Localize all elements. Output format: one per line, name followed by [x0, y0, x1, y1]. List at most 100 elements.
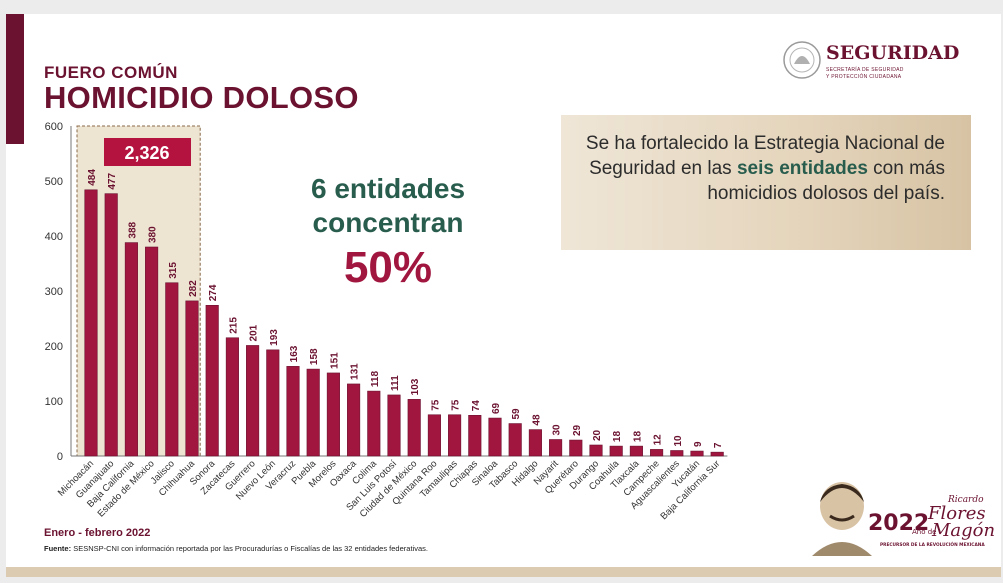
y-tick-label: 100 [45, 396, 63, 408]
y-tick-label: 600 [45, 121, 63, 133]
bar [367, 390, 381, 457]
bar [710, 451, 724, 457]
concentration-callout: 6 entidades concentran 50% [268, 172, 508, 296]
bar-value-label: 9 [693, 441, 704, 447]
bar-value-label: 20 [592, 429, 603, 441]
callout-value: 50% [343, 243, 433, 292]
logo-line-2: Y PROTECCIÓN CIUDADANA [826, 74, 902, 80]
bar-value-label: 315 [168, 262, 179, 279]
bar-value-label: 215 [228, 317, 239, 334]
bar [347, 383, 361, 457]
bar-value-label: 193 [269, 329, 280, 346]
y-tick-label: 500 [45, 176, 63, 188]
bar [84, 189, 98, 457]
bar-value-label: 75 [430, 399, 441, 411]
bar [407, 399, 421, 457]
bar [650, 449, 664, 457]
logo-line-1: SECRETARÍA DE SEGURIDAD [826, 67, 904, 73]
bar-value-label: 131 [350, 363, 361, 380]
emblem-year-sub: Año de [912, 528, 936, 536]
message-box: Se ha fortalecido la Estrategia Nacional… [561, 115, 971, 250]
bar [609, 445, 623, 457]
message-highlight: seis entidades [736, 158, 868, 179]
bar-value-label: 69 [491, 402, 502, 414]
bar [629, 445, 643, 457]
bar [448, 414, 462, 457]
bar-value-label: 163 [289, 345, 300, 362]
bar-value-label: 282 [188, 280, 199, 297]
bar-value-label: 380 [148, 226, 159, 243]
bar-value-label: 388 [127, 221, 138, 238]
emblem-name-3: Magón [931, 520, 995, 541]
bar-value-label: 30 [552, 424, 563, 436]
portrait-icon [812, 482, 872, 556]
bar [266, 349, 280, 457]
callout-line-2: concentran [312, 207, 464, 238]
national-seal-icon [783, 41, 821, 79]
y-tick-label: 0 [57, 451, 63, 463]
left-accent-bar [6, 14, 24, 144]
y-tick-label: 200 [45, 341, 63, 353]
bar-value-label: 158 [309, 348, 320, 365]
highlight-total-box [104, 138, 191, 166]
period-label: Enero - febrero 2022 [44, 527, 151, 539]
bar-value-label: 59 [511, 408, 522, 420]
bar [589, 444, 603, 457]
chart-subtitle: FUERO COMÚN [44, 63, 178, 82]
bar-value-label: 118 [370, 371, 381, 388]
bar [670, 450, 684, 457]
bar [185, 300, 199, 457]
bar-value-label: 18 [612, 431, 623, 443]
bar [145, 246, 159, 457]
bar-value-label: 10 [673, 435, 684, 447]
emblem-year: 2022 [868, 511, 929, 536]
chart-title: HOMICIDIO DOLOSO [44, 80, 359, 115]
logo-name: SEGURIDAD [826, 42, 960, 64]
bar [205, 304, 219, 457]
bottom-band [6, 567, 1001, 577]
bar [427, 414, 441, 457]
bar [306, 368, 320, 457]
bar [549, 439, 563, 457]
bar-value-label: 29 [572, 424, 583, 436]
bar-value-label: 12 [653, 434, 664, 446]
bar-value-label: 274 [208, 284, 219, 301]
y-tick-label: 300 [45, 286, 63, 298]
source-note: Fuente: SESNSP-CNI con información repor… [44, 544, 428, 553]
bar-value-label: 18 [632, 431, 643, 443]
bar-value-label: 48 [531, 414, 542, 426]
emblem-caption: PRECURSOR DE LA REVOLUCIÓN MEXICANA [880, 541, 985, 548]
flores-magon-emblem: 2022 Año de Ricardo Flores Magón PRECURS… [812, 482, 995, 556]
bar [468, 414, 482, 457]
message-text: Se ha fortalecido la Estrategia Nacional… [585, 133, 945, 204]
bar [246, 345, 260, 457]
bar [488, 417, 502, 457]
bar [165, 282, 179, 457]
bar [286, 366, 300, 457]
bar [124, 242, 138, 457]
bar [508, 423, 522, 457]
bar-value-label: 74 [471, 400, 482, 412]
bar-value-label: 201 [249, 324, 260, 341]
emblem-name-2: Flores [927, 503, 986, 524]
seguridad-logo: SEGURIDAD SECRETARÍA DE SEGURIDAD Y PROT… [782, 38, 982, 86]
bar [387, 394, 401, 457]
bar [690, 450, 704, 457]
bar [104, 193, 118, 457]
bar [569, 439, 583, 457]
bar-value-label: 103 [410, 378, 421, 395]
bar-value-label: 477 [107, 173, 118, 190]
bar-value-label: 7 [713, 442, 724, 448]
emblem-name-1: Ricardo [947, 495, 984, 505]
bar [326, 372, 340, 457]
bar-value-label: 151 [329, 352, 340, 369]
callout-line-1: 6 entidades [310, 173, 466, 204]
slide: FUERO COMÚN HOMICIDIO DOLOSO SEGURIDAD S… [6, 14, 1001, 577]
bar [528, 429, 542, 457]
bar-value-label: 111 [390, 375, 401, 391]
bar-value-label: 484 [87, 169, 98, 186]
y-tick-label: 400 [45, 231, 63, 243]
bar-value-label: 75 [451, 399, 462, 411]
highlight-total-label: 2,326 [124, 143, 169, 163]
